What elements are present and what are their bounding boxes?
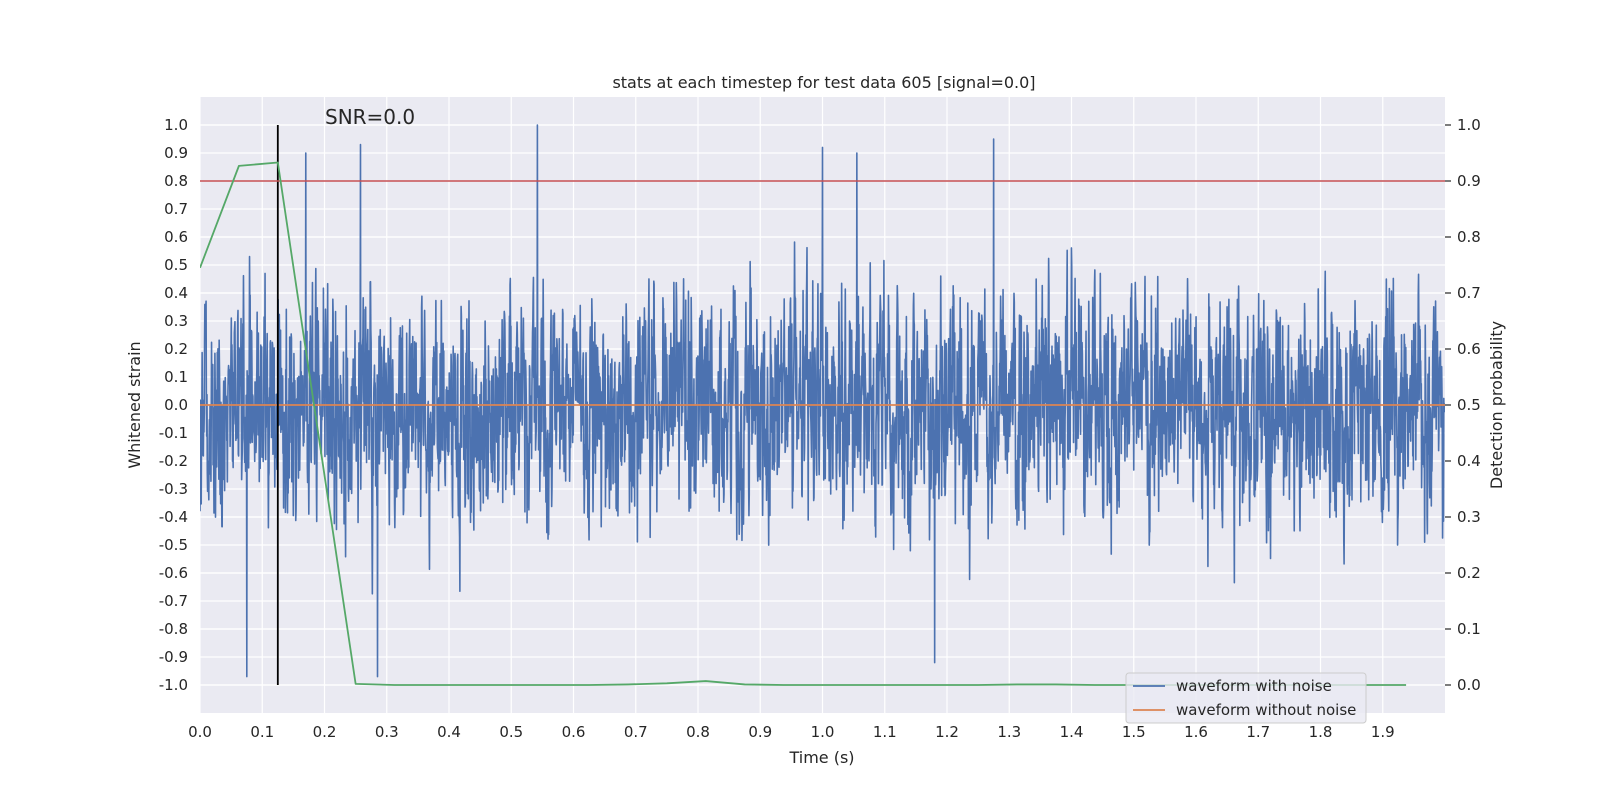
y-right-tick-label: 1.0 xyxy=(1457,116,1481,134)
x-tick-label: 1.8 xyxy=(1309,723,1333,741)
x-tick-label: 0.2 xyxy=(313,723,337,741)
x-tick-label: 1.4 xyxy=(1060,723,1084,741)
x-tick-label: 0.1 xyxy=(250,723,274,741)
y-right-tick-label: 0.3 xyxy=(1457,508,1481,526)
y-left-tick-label: 0.1 xyxy=(164,368,188,386)
y-left-tick-label: 0.3 xyxy=(164,312,188,330)
y-left-tick-label: 0.8 xyxy=(164,172,188,190)
x-tick-label: 0.0 xyxy=(188,723,212,741)
x-axis-ticks: 0.0 0.1 0.2 0.3 0.4 0.5 0.6 0.7 0.8 0.9 1.0 1.1 1.2 1… xyxy=(188,723,1395,741)
y-right-tick-label: 0.5 xyxy=(1457,396,1481,414)
y-left-tick-label: 0.2 xyxy=(164,340,188,358)
x-tick-label: 1.0 xyxy=(811,723,835,741)
x-tick-label: 0.4 xyxy=(437,723,461,741)
x-tick-label: 0.3 xyxy=(375,723,399,741)
x-tick-label: 0.9 xyxy=(748,723,772,741)
y-left-tick-label: 0.9 xyxy=(164,144,188,162)
x-tick-label: 1.2 xyxy=(935,723,959,741)
y-right-tick-label: 0.7 xyxy=(1457,284,1481,302)
y-left-tick-label: -0.7 xyxy=(159,592,188,610)
x-tick-label: 1.7 xyxy=(1246,723,1270,741)
y-right-tick-label: 0.4 xyxy=(1457,452,1481,470)
legend: waveform with noise waveform without nois… xyxy=(1125,672,1367,724)
y-left-tick-label: -0.1 xyxy=(159,424,188,442)
x-tick-label: 0.6 xyxy=(562,723,586,741)
right-axis-ticks: 1.0 0.9 0.8 0.7 0.6 0.5 0.4 0.3 0.2 0.1 0.0 xyxy=(1445,116,1481,694)
series-waveform-with-noise xyxy=(200,124,1445,678)
chart-title: stats at each timestep for test data 605… xyxy=(612,73,1035,92)
series-layer xyxy=(200,124,1445,686)
y-axis-label-right: Detection probability xyxy=(1487,321,1506,489)
y-left-tick-label: -0.2 xyxy=(159,452,188,470)
x-tick-label: 1.6 xyxy=(1184,723,1208,741)
y-right-tick-label: 0.6 xyxy=(1457,340,1481,358)
x-axis-label: Time (s) xyxy=(788,748,854,767)
x-tick-label: 1.5 xyxy=(1122,723,1146,741)
clipped-series xyxy=(200,124,1445,686)
y-left-tick-label: -0.5 xyxy=(159,536,188,554)
x-tick-label: 1.1 xyxy=(873,723,897,741)
snr-annotation: SNR=0.0 xyxy=(325,105,415,129)
legend-box xyxy=(1125,672,1367,724)
y-right-tick-label: 0.0 xyxy=(1457,676,1481,694)
y-left-tick-label: 0.5 xyxy=(164,256,188,274)
y-axis-label-left: Whitened strain xyxy=(125,341,144,468)
y-right-tick-label: 0.9 xyxy=(1457,172,1481,190)
legend-label: waveform without noise xyxy=(1176,701,1356,719)
y-right-tick-label: 0.2 xyxy=(1457,564,1481,582)
y-left-tick-label: 0.7 xyxy=(164,200,188,218)
x-tick-label: 0.5 xyxy=(499,723,523,741)
y-left-tick-label: 0.4 xyxy=(164,284,188,302)
left-axis-ticks: 1.0 0.9 0.8 0.7 0.6 0.5 0.4 0.3 0.2 0.1 0.0 -0.1 -0.… xyxy=(159,116,188,694)
legend-entries: waveform with noise waveform without nois… xyxy=(1133,677,1356,719)
y-left-tick-label: -0.9 xyxy=(159,648,188,666)
x-tick-label: 1.9 xyxy=(1371,723,1395,741)
y-left-tick-label: -0.3 xyxy=(159,480,188,498)
y-left-tick-label: -0.4 xyxy=(159,508,188,526)
y-left-tick-label: 1.0 xyxy=(164,116,188,134)
y-left-tick-label: -0.8 xyxy=(159,620,188,638)
x-tick-label: 1.3 xyxy=(997,723,1021,741)
y-left-tick-label: 0.0 xyxy=(164,396,188,414)
legend-label: waveform with noise xyxy=(1176,677,1332,695)
y-left-tick-label: -0.6 xyxy=(159,564,188,582)
y-right-tick-label: 0.8 xyxy=(1457,228,1481,246)
x-tick-label: 0.8 xyxy=(686,723,710,741)
y-left-tick-label: 0.6 xyxy=(164,228,188,246)
x-tick-label: 0.7 xyxy=(624,723,648,741)
y-right-tick-label: 0.1 xyxy=(1457,620,1481,638)
y-left-tick-label: -1.0 xyxy=(159,676,188,694)
